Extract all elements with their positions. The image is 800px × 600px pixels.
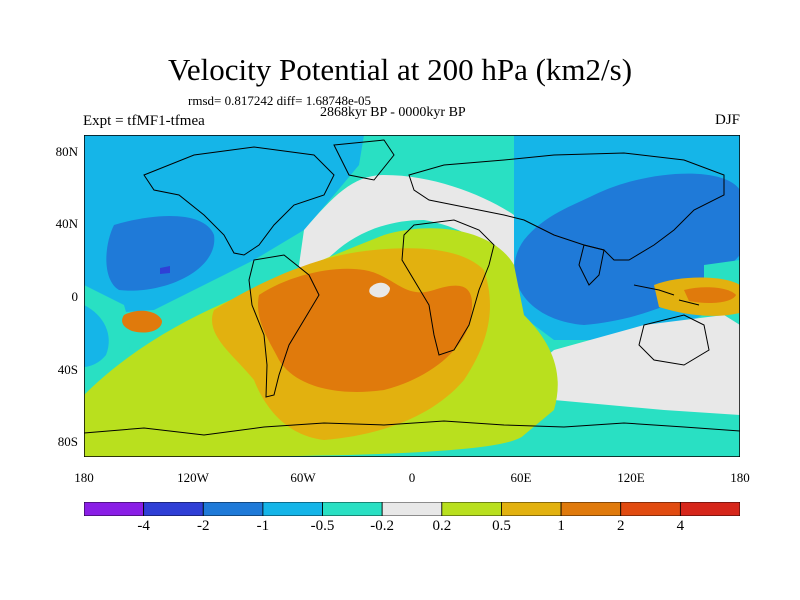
south-america-outline	[248, 254, 320, 398]
lon-label: 120E	[617, 470, 645, 485]
field-east-indian-white	[524, 315, 740, 415]
lat-label: 0	[71, 289, 79, 304]
colorbar-swatch	[679, 502, 740, 516]
lon-label: 60W	[290, 470, 316, 485]
field-far-west-lightblue	[84, 305, 109, 367]
field-west-pacific-negative-core	[106, 215, 215, 291]
field-central-pacific-orange	[122, 310, 162, 333]
colorbar-label: -0.2	[370, 518, 395, 534]
colorbar-swatch	[143, 502, 204, 516]
antarctica-outline	[84, 420, 740, 436]
lon-label: 120W	[177, 470, 209, 485]
colorbar-swatch	[381, 502, 443, 516]
lon-label: 60E	[510, 470, 532, 485]
field-west-pacific-orange	[684, 287, 736, 303]
colorbar-swatch	[560, 502, 622, 516]
colorbar-label: 1	[557, 518, 565, 534]
field-positive-orange	[258, 268, 473, 392]
coastlines	[84, 139, 740, 436]
colorbar-label: -2	[197, 518, 210, 534]
map-title: Velocity Potential at 200 hPa (km2/s)	[167, 52, 633, 87]
greenland-outline	[333, 139, 395, 181]
colorbar-swatch	[620, 502, 681, 516]
colorbar-label: 4	[676, 518, 685, 534]
lat-label: 40S	[57, 362, 78, 377]
velocity-potential-map	[84, 135, 740, 457]
colorbar-label: 0.2	[432, 518, 452, 534]
field-west-pacific-negative-inner	[160, 266, 170, 274]
lat-label: 80S	[57, 434, 78, 449]
colorbar-label: -4	[137, 518, 150, 534]
australia-outline	[638, 314, 710, 366]
period-subtitle: 2868kyr BP - 0000kyr BP	[320, 105, 466, 120]
colorbar-label: 0.5	[492, 518, 511, 534]
colorbar-swatch	[322, 502, 383, 516]
europe-asia-outline	[408, 152, 725, 261]
lon-label: 0	[408, 470, 416, 485]
lat-label: 40N	[55, 216, 78, 231]
colorbar-swatch	[501, 502, 562, 516]
colorbar	[84, 502, 740, 516]
colorbar-swatch	[262, 502, 323, 516]
lat-label: 80N	[55, 144, 78, 159]
north-america-outline	[143, 146, 335, 256]
season-label: DJF	[714, 112, 740, 128]
colorbar-swatch	[202, 502, 264, 516]
india-outline	[578, 244, 605, 286]
africa-outline	[401, 219, 495, 356]
experiment-label: Expt = tfMF1-tfmea	[83, 113, 205, 129]
colorbar-swatch	[84, 502, 145, 516]
field-atlantic-white-pocket	[369, 282, 390, 298]
colorbar-label: -1	[256, 518, 270, 534]
colorbar-label: -0.5	[310, 518, 335, 534]
indonesia-outline	[633, 284, 700, 306]
stats-subtitle: rmsd= 0.817242 diff= 1.68748e-05	[188, 93, 372, 108]
lon-label: 180	[74, 470, 94, 485]
lon-label: 180	[730, 470, 750, 485]
colorbar-label: 2	[616, 518, 625, 534]
colorbar-swatch	[441, 502, 502, 516]
